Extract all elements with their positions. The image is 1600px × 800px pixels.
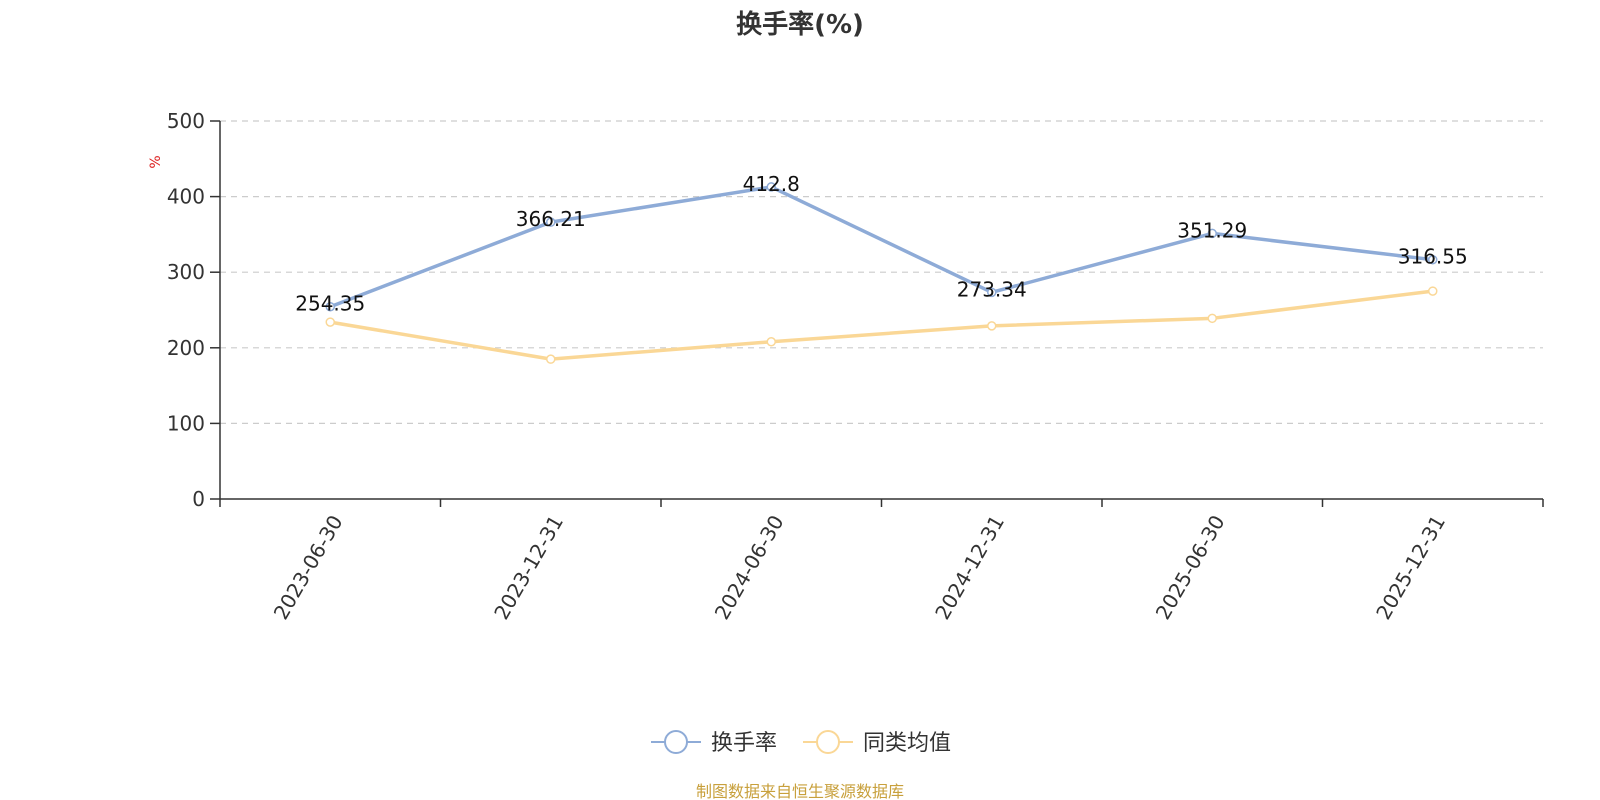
series-line <box>328 185 1435 309</box>
data-point <box>546 354 556 364</box>
x-tick-label: 2023-06-30 <box>269 511 348 624</box>
legend-item[interactable]: 同类均值 <box>803 730 951 756</box>
data-point <box>1207 228 1217 239</box>
legend-label: 同类均值 <box>863 731 951 756</box>
x-tick-label: 2024-06-30 <box>710 511 789 624</box>
y-tick-label: 300 <box>167 260 205 284</box>
y-axis-unit: % <box>148 155 164 168</box>
y-tick-label: 200 <box>167 336 205 360</box>
data-label: 366.21 <box>516 207 586 231</box>
chart-title: 换手率(%) <box>736 9 864 40</box>
data-label: 254.35 <box>295 292 365 316</box>
legend[interactable]: 换手率 同类均值 <box>651 730 951 756</box>
x-tick-label: 2024-12-31 <box>930 511 1009 624</box>
x-tick-label: 2025-12-31 <box>1371 511 1450 624</box>
series-line <box>328 289 1435 361</box>
data-labels: 254.35 366.21 412.8 273.34 351.29 316.55 <box>295 172 1467 316</box>
data-point <box>1207 313 1217 324</box>
x-tick-label: 2025-06-30 <box>1151 511 1230 624</box>
x-tick-label: 2023-12-31 <box>489 511 568 624</box>
data-point <box>546 217 556 227</box>
data-label: 273.34 <box>957 277 1027 301</box>
data-label: 316.55 <box>1398 245 1468 269</box>
data-point <box>1428 254 1438 265</box>
series-1 <box>325 182 1438 312</box>
data-label: 351.29 <box>1177 218 1247 242</box>
data-point <box>325 317 335 327</box>
y-tick-label: 500 <box>167 109 205 133</box>
data-point <box>766 337 776 347</box>
legend-circle-icon <box>664 730 688 754</box>
data-label: 412.8 <box>743 172 800 196</box>
grid-lines <box>220 120 1543 424</box>
series-2 <box>325 286 1438 364</box>
series-lines <box>325 182 1438 364</box>
legend-circle-icon <box>816 730 840 754</box>
data-point <box>987 287 997 298</box>
y-tick-label: 0 <box>192 487 205 511</box>
data-point <box>987 321 997 331</box>
data-point <box>766 182 776 192</box>
data-point <box>325 301 335 312</box>
axes: 0 100 200 300 400 500 2023-06-30 2023-12-31 2024… <box>167 109 1544 624</box>
y-tick-label: 100 <box>167 411 205 435</box>
y-tick-label: 400 <box>167 185 205 209</box>
data-point <box>1428 286 1438 296</box>
legend-item[interactable]: 换手率 <box>651 730 777 756</box>
legend-label: 换手率 <box>711 731 777 756</box>
source-note: 制图数据来自恒生聚源数据库 <box>696 782 904 800</box>
